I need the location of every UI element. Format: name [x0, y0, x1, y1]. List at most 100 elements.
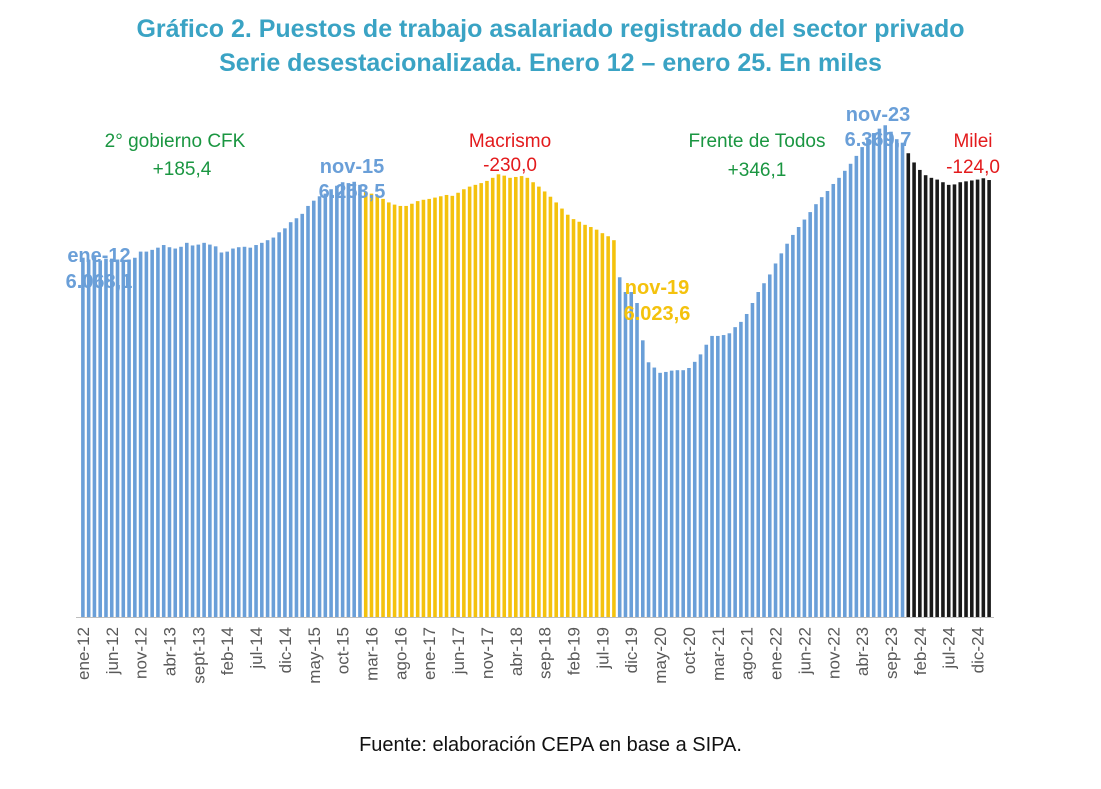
bar-macri	[490, 177, 495, 617]
annotation-label: 6.253,5	[319, 181, 386, 203]
bar-cfk	[294, 218, 299, 618]
bar-cfk	[179, 246, 183, 617]
bar-cfk	[288, 222, 293, 617]
annotation-label: -124,0	[946, 157, 1000, 178]
bar-macri	[560, 208, 564, 617]
bar-cfk	[311, 200, 316, 618]
bar-cfk	[300, 213, 305, 617]
bar-macri	[542, 191, 547, 617]
bar-cfk	[150, 249, 154, 618]
bar-fdt	[894, 139, 899, 617]
bar-fdt	[796, 227, 801, 617]
bar-macri	[485, 180, 489, 617]
bar-macri	[427, 198, 432, 617]
bar-milei	[970, 180, 974, 617]
x-tick-label: nov-12	[132, 627, 151, 679]
bar-fdt	[721, 335, 726, 617]
bar-cfk	[81, 257, 85, 617]
annotation-label: nov-15	[320, 156, 384, 178]
x-tick-label: dic-24	[969, 627, 988, 673]
bar-macri	[612, 240, 616, 617]
bar-cfk	[156, 247, 160, 617]
bar-macri	[583, 224, 587, 617]
bar-macri	[525, 177, 530, 617]
x-tick-label: feb-24	[911, 627, 930, 675]
bar-fdt	[843, 170, 847, 617]
bar-cfk	[213, 246, 218, 617]
bar-macri	[554, 202, 558, 617]
bar-macri	[548, 196, 553, 617]
bar-macri	[565, 214, 570, 617]
bar-macri	[450, 195, 455, 617]
bar-cfk	[167, 247, 172, 617]
bar-cfk	[271, 237, 276, 617]
bar-macri	[537, 186, 541, 617]
x-tick-label: ago-21	[738, 627, 757, 680]
x-tick-label: dic-19	[622, 627, 641, 673]
bar-macri	[387, 202, 391, 617]
source-note: Fuente: elaboración CEPA en base a SIPA.	[359, 734, 742, 756]
bar-milei	[946, 184, 951, 618]
x-tick-label: ene-12	[74, 627, 93, 680]
bar-cfk	[109, 258, 114, 617]
bar-fdt	[791, 234, 795, 617]
bar-fdt	[687, 367, 691, 617]
annotation-label: Milei	[953, 131, 992, 152]
bar-macri	[514, 176, 518, 617]
bar-cfk	[231, 248, 235, 618]
bar-macri	[375, 196, 380, 617]
bar-cfk	[283, 228, 287, 617]
bar-fdt	[692, 361, 697, 617]
bar-cfk	[358, 184, 362, 618]
bar-fdt	[698, 354, 703, 617]
bar-fdt	[831, 183, 836, 618]
bar-cfk	[254, 245, 258, 617]
bar-cfk	[317, 196, 322, 617]
bar-cfk	[236, 247, 241, 617]
bar-macri	[462, 189, 466, 617]
x-tick-label: may-15	[305, 627, 324, 684]
bar-macri	[589, 227, 593, 617]
bar-macri	[456, 192, 460, 617]
bar-fdt	[785, 243, 789, 617]
bar-cfk	[121, 260, 126, 617]
bar-fdt	[802, 219, 807, 618]
bar-fdt	[669, 370, 674, 617]
annotation-label: ene-12	[67, 245, 130, 267]
bar-macri	[369, 193, 374, 617]
bar-fdt	[866, 139, 870, 617]
bar-macri	[473, 184, 478, 618]
bar-cfk	[208, 244, 212, 617]
bar-fdt	[658, 372, 662, 617]
x-tick-label: nov-17	[478, 627, 497, 679]
bar-macri	[571, 219, 576, 617]
bar-cfk	[185, 242, 189, 617]
annotation-label: 6.023,6	[624, 303, 691, 325]
bar-macri	[410, 203, 414, 618]
bar-milei	[918, 169, 922, 617]
bar-macri	[594, 229, 599, 617]
bar-macri	[404, 205, 408, 617]
bar-cfk	[219, 252, 224, 618]
x-tick-label: jun-12	[103, 627, 122, 675]
bar-fdt	[750, 303, 755, 617]
chart-subtitle: Serie desestacionalizada. Enero 12 – ene…	[219, 49, 882, 77]
bar-milei	[987, 180, 991, 617]
x-tick-label: mar-16	[362, 627, 381, 681]
bar-milei	[975, 179, 980, 617]
x-tick-label: sep-18	[536, 627, 555, 679]
annotation-label: nov-23	[846, 104, 910, 126]
bar-cfk	[242, 246, 247, 617]
x-tick-label: feb-19	[565, 627, 584, 675]
bar-cfk	[323, 193, 328, 617]
x-tick-label: jul-14	[247, 627, 266, 670]
bar-cfk	[92, 256, 97, 617]
bar-cfk	[225, 251, 229, 618]
x-tick-label: sep-23	[882, 627, 901, 679]
bar-cfk	[104, 258, 108, 617]
bar-cfk	[346, 183, 351, 617]
bar-macri	[606, 236, 610, 618]
bar-fdt	[664, 371, 668, 617]
bar-cfk	[173, 248, 178, 618]
bar-fdt	[808, 212, 812, 617]
